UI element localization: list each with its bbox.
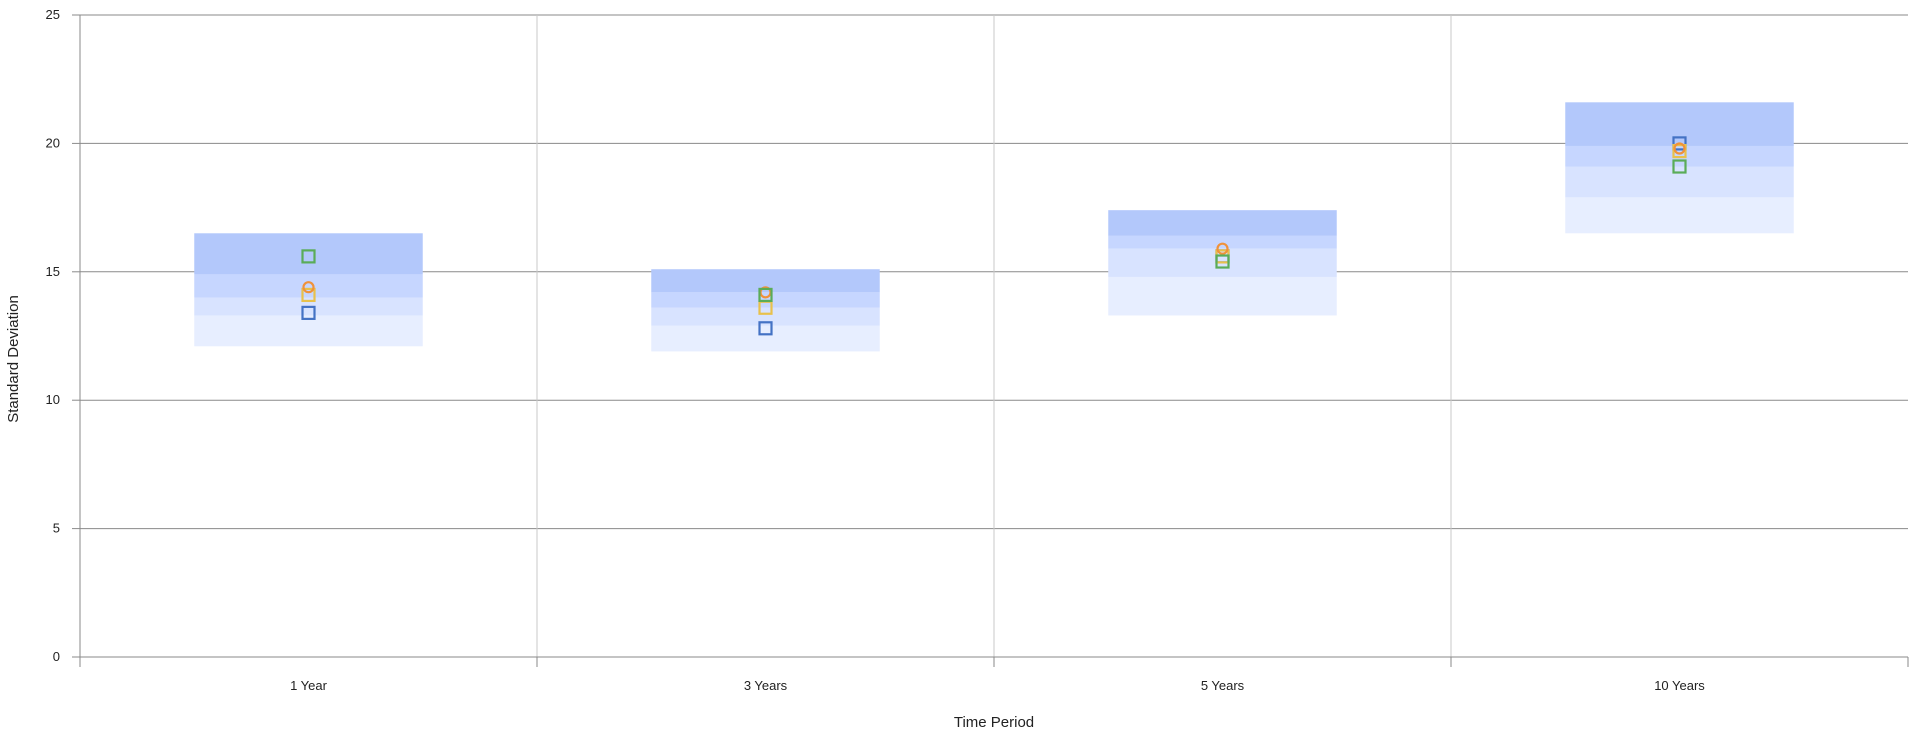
x-tick-label: 1 Year: [290, 678, 328, 693]
x-tick-label: 5 Years: [1201, 678, 1245, 693]
x-axis-title: Time Period: [954, 714, 1034, 731]
data-point: [1672, 159, 1687, 174]
data-point: [1672, 144, 1687, 159]
range-band-segment: [1108, 276, 1337, 316]
range-band-segment: [1565, 166, 1794, 198]
range-band-segment: [194, 233, 423, 275]
range-band-segment: [1565, 197, 1794, 234]
range-band-segment: [651, 269, 880, 293]
range-bands: [194, 102, 1794, 352]
data-point: [758, 287, 773, 303]
range-band-segment: [1108, 235, 1337, 249]
data-point: [302, 281, 315, 294]
tick-labels: 0 5 10 15 20 25 1 Year 3 Years 5 Years 10 Years: [46, 7, 1706, 693]
range-band-segment: [194, 315, 423, 347]
range-band-segment: [1565, 102, 1794, 146]
y-tick-label: 25: [46, 7, 60, 22]
data-point: [1673, 142, 1686, 155]
data-point: [758, 321, 773, 336]
range-band-segment: [651, 307, 880, 326]
data-point: [301, 305, 316, 320]
x-tick-label: 3 Years: [744, 678, 788, 693]
y-tick-label: 20: [46, 135, 60, 150]
data-point: [1215, 254, 1230, 269]
y-tick-label: 0: [53, 649, 60, 664]
x-tick-label: 10 Years: [1654, 678, 1705, 693]
y-axis-title: Standard Deviation: [5, 295, 22, 423]
y-tick-label: 10: [46, 392, 60, 407]
range-band-segment: [194, 274, 423, 298]
data-point: [1216, 242, 1229, 255]
y-tick-label: 5: [53, 521, 60, 536]
series-markers: [301, 136, 1687, 336]
axes: [72, 14, 1909, 667]
data-point: [1672, 136, 1687, 151]
y-tick-label: 15: [46, 264, 60, 279]
range-band-segment: [1108, 210, 1337, 236]
range-band-segment: [651, 325, 880, 352]
data-point: [301, 287, 316, 303]
data-point: [301, 249, 316, 264]
